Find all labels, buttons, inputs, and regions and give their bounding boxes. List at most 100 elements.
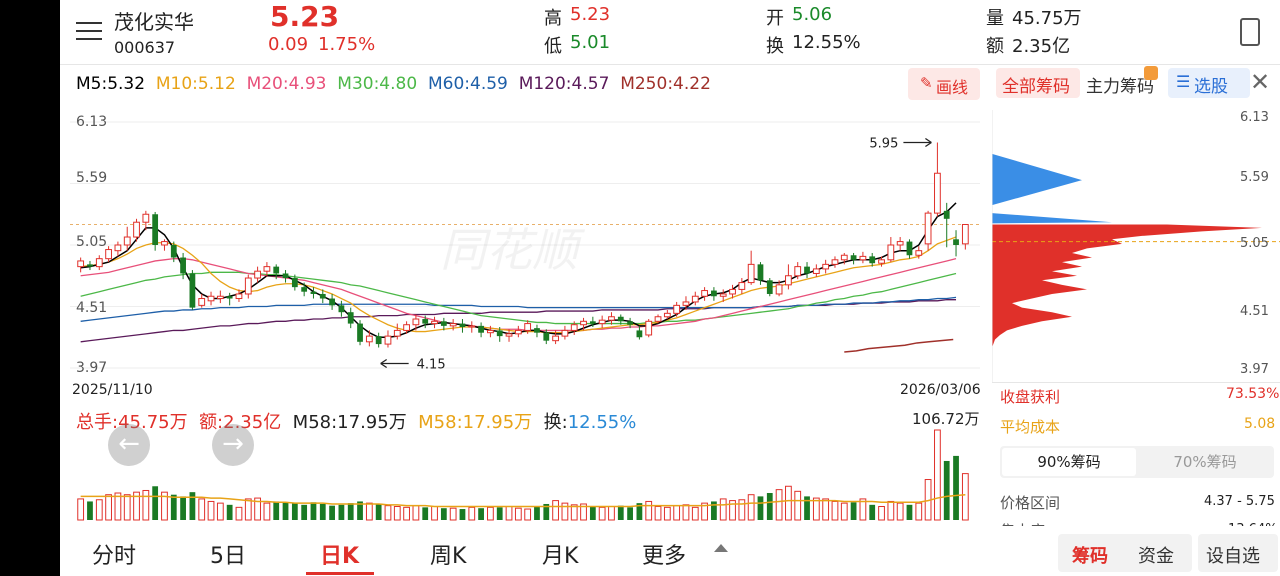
candle-body (561, 329, 569, 337)
volume-bar (627, 507, 633, 520)
candle-body (357, 323, 363, 342)
volume-bar (840, 502, 848, 521)
menu-icon[interactable] (76, 22, 102, 40)
volume-label: 量 (986, 8, 1004, 29)
candle-body (524, 323, 532, 331)
volume-bar (487, 506, 494, 521)
high-label: 高 (544, 8, 562, 29)
chip-blue-area (992, 153, 1112, 224)
candle-body (422, 319, 429, 324)
volume-bar (747, 494, 755, 521)
candle-body (794, 266, 802, 277)
high-marker-label: 5.95 (869, 137, 898, 152)
total-amount: 额:2.35亿 (199, 412, 282, 433)
candle-body (244, 277, 252, 295)
add-watchlist-button[interactable]: 设自选 (1198, 534, 1278, 572)
tab-day-k-underline (306, 572, 374, 575)
candle-body (375, 336, 382, 345)
funds-button-label: 资金 (1138, 546, 1174, 567)
low-value: 5.01 (570, 32, 611, 53)
price-change: 0.09 (268, 34, 309, 55)
candle-body (887, 244, 895, 261)
volume-bar (133, 491, 140, 521)
low-marker-arrowhead (380, 358, 388, 369)
volume-max-label: 106.72万 (912, 410, 980, 428)
tab-day-k[interactable]: 日K (320, 544, 360, 569)
volume-bar (329, 505, 335, 520)
select-stock-button[interactable]: ☰ 选股 (1168, 68, 1250, 98)
candle-body (785, 275, 792, 286)
draw-line-label: 画线 (936, 78, 969, 97)
candle-body (87, 264, 93, 267)
tab-90-chips[interactable]: 90%筹码 (1002, 448, 1136, 476)
next-arrow-button[interactable]: → (212, 424, 254, 466)
volume-bar (514, 507, 522, 521)
volume-bar (319, 503, 326, 520)
candle-body (757, 264, 764, 281)
volume-ma-line (80, 493, 966, 508)
stock-code: 000637 (114, 38, 176, 57)
more-caret-icon[interactable] (714, 544, 728, 552)
volume-bar (459, 509, 466, 520)
candle-body (915, 250, 923, 256)
candle-body (198, 298, 206, 306)
candlestick-chart[interactable]: 5.95 4.15 (70, 110, 980, 382)
candle-body (943, 210, 950, 219)
candle-body (822, 263, 830, 270)
candle-body (627, 321, 633, 325)
candle-body (654, 316, 662, 322)
volume-bar (711, 501, 717, 520)
candle-body (338, 305, 345, 313)
candle-body (393, 329, 401, 337)
candle-body (384, 335, 392, 345)
landscape-toggle-icon[interactable] (1240, 18, 1260, 46)
volume-bar (384, 505, 392, 521)
high-marker-arrowhead (925, 137, 932, 148)
candle-body (478, 325, 484, 333)
low-label: 低 (544, 36, 562, 57)
price-change-pct: 1.75% (318, 34, 376, 55)
tab-week-k[interactable]: 周K (430, 544, 467, 569)
tab-5day[interactable]: 5日 (210, 544, 246, 569)
volume-bar (691, 506, 699, 521)
tab-70-chips[interactable]: 70%筹码 (1138, 448, 1272, 476)
volume-bar (226, 504, 233, 520)
volume-bar (552, 500, 559, 521)
ma60-line (80, 296, 957, 322)
candle-body (133, 221, 140, 238)
candle-body (449, 323, 457, 327)
turnover-info-label: 换: (543, 412, 568, 433)
candle-body (580, 320, 587, 326)
prev-arrow-button[interactable]: ← (108, 424, 150, 466)
volume-bar (896, 502, 904, 521)
header-divider (60, 64, 1280, 65)
chip-tab-all[interactable]: 全部筹码 (996, 68, 1080, 98)
close-icon[interactable]: ✕ (1250, 68, 1271, 96)
chip-y-tick-0: 6.13 (1240, 110, 1269, 125)
candle-body (142, 213, 150, 223)
volume-chart[interactable] (70, 428, 980, 522)
chip-tab-main[interactable]: 主力筹码 (1086, 72, 1154, 97)
volume-bar (403, 506, 410, 521)
volume-bar (244, 498, 252, 521)
volume-bar (869, 504, 876, 520)
tab-more[interactable]: 更多 (642, 544, 687, 569)
draw-line-button[interactable]: ✎ 画线 (908, 68, 980, 100)
stock-app: 茂化实华 5.23 000637 0.09 1.75% 高 5.23 低 5.0… (60, 0, 1280, 576)
tab-fenshi[interactable]: 分时 (92, 544, 137, 569)
volume-bar (505, 506, 513, 521)
select-stock-label: 选股 (1194, 77, 1228, 97)
candle-body (412, 318, 420, 326)
chip-tab-main-label: 主力筹码 (1086, 77, 1154, 97)
volume-bar (422, 507, 429, 520)
candle-body (608, 316, 615, 321)
turnover-info-value: 12.55% (567, 412, 637, 433)
funds-button[interactable]: 资金 (1138, 542, 1174, 568)
volume-bar (95, 499, 103, 521)
chips-button[interactable]: 筹码 (1072, 542, 1108, 568)
pencil-icon: ✎ (920, 74, 933, 92)
vip-badge-icon (1144, 66, 1158, 80)
price-range-value: 4.37 - 5.75 (1204, 494, 1275, 509)
candle-body (869, 256, 876, 264)
tab-month-k[interactable]: 月K (542, 544, 579, 569)
